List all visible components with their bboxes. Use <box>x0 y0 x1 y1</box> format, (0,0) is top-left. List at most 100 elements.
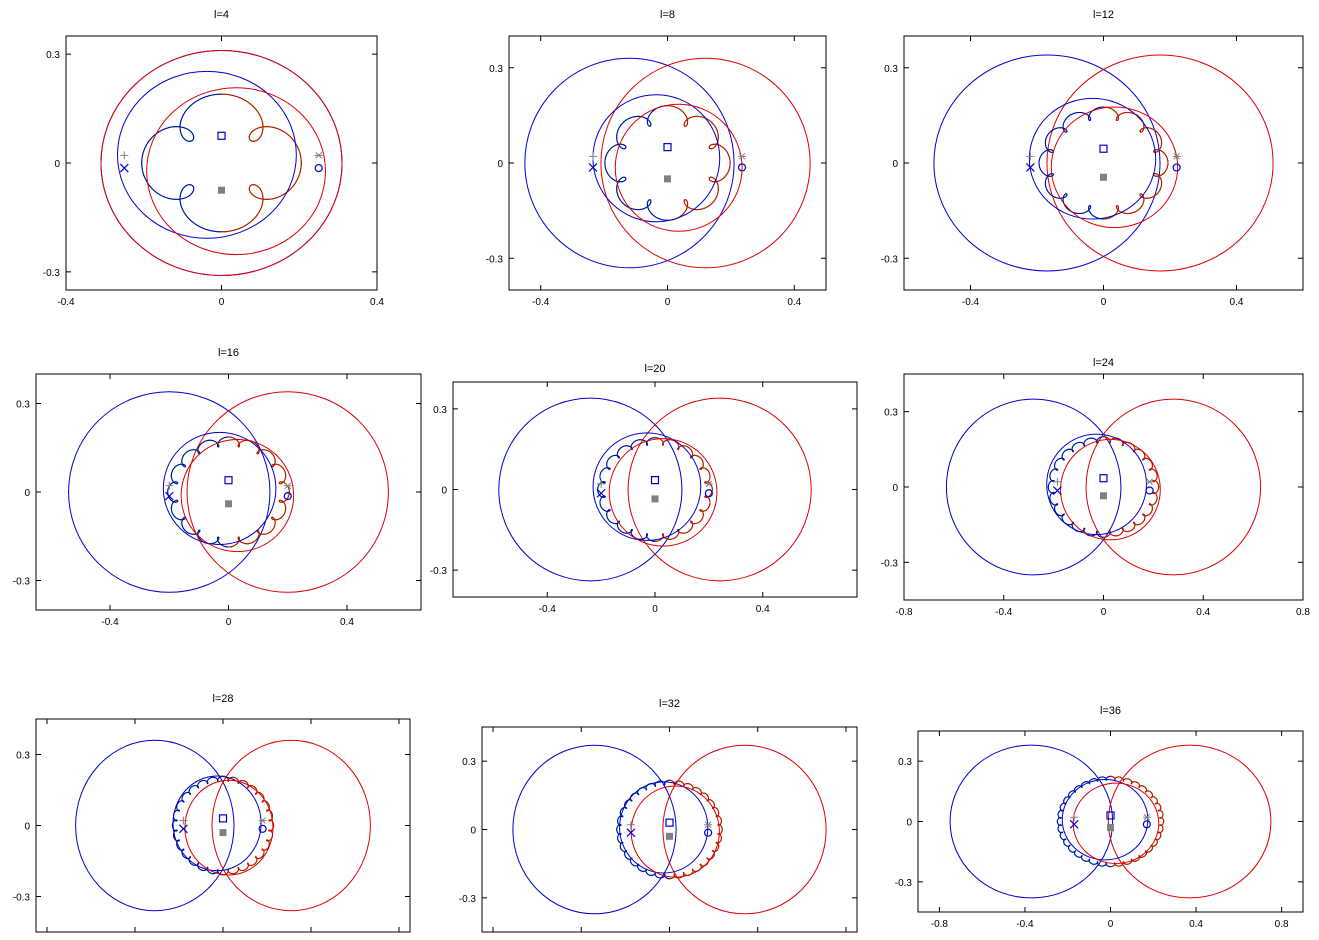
y-tick-label: 0 <box>470 826 476 837</box>
subplots: l=4-0.4 0 0.40.30-0.3l=8-0.4 0 0.40.30-0.3l=… <box>13 9 1311 940</box>
plot-frame <box>508 35 827 291</box>
y-tick-label: -0.3 <box>43 268 61 279</box>
square-marker <box>224 476 233 485</box>
red-inner-curve <box>1050 106 1179 229</box>
x-tick-label: -0.4 <box>101 617 119 628</box>
square-marker <box>1099 474 1108 483</box>
red-inner-curve <box>180 438 295 553</box>
green-loop-curve <box>171 775 275 876</box>
plot-area <box>75 739 371 912</box>
x-marker <box>1052 486 1062 495</box>
blue-inner-curve <box>1046 433 1147 536</box>
subplot-title: l=36 <box>1100 705 1121 717</box>
subplot-title: l=24 <box>1093 357 1114 369</box>
x-tick-label: -0.4 <box>1016 919 1034 930</box>
red-outer-curve <box>600 57 811 269</box>
x-marker <box>596 488 606 498</box>
x-tick-label: 0.4 <box>340 617 354 628</box>
y-tick-label: 0 <box>892 483 898 494</box>
x-tick-label: 0.4 <box>370 297 384 308</box>
red-outer-curve <box>1107 744 1272 899</box>
red-loop-curve <box>221 93 302 233</box>
blue-loop-curve <box>616 779 670 880</box>
filled-square-marker <box>1107 824 1114 832</box>
star-markers <box>597 479 713 488</box>
blue-inner-curve <box>592 94 721 223</box>
x-tick-label: 0.4 <box>787 297 801 308</box>
filled-square-marker <box>651 495 659 503</box>
plot-frame <box>917 730 1304 913</box>
plot-area <box>945 398 1262 576</box>
green-loop-curve <box>141 93 302 233</box>
star-markers <box>179 816 267 825</box>
subplot-4: l=16 -0.4 0 0.4 0.3 0 -0.3 <box>13 347 422 628</box>
plot-frame <box>481 726 858 933</box>
plot-frame <box>903 35 1304 291</box>
blue-loop-curve <box>167 436 229 548</box>
blue-outer-curve <box>512 744 677 915</box>
plot-frame <box>452 381 858 598</box>
y-tick-label: 0.3 <box>16 400 30 411</box>
y-tick-label: 0 <box>497 159 503 170</box>
green-loop-curve <box>167 436 290 548</box>
subplot-5: l=20 -0.4 0 0.4 0.3 0 -0.3 <box>430 363 858 615</box>
filled-square-marker <box>666 832 673 840</box>
x-tick-label: 0 <box>1101 297 1107 308</box>
red-loop-curve <box>669 779 723 880</box>
red-loop-curve <box>228 436 290 548</box>
circle-marker <box>314 163 323 173</box>
y-tick-label: 0.3 <box>884 408 898 419</box>
y-tick-label: 0 <box>54 159 60 170</box>
y-tick-label: 0.3 <box>16 751 30 762</box>
y-tick-label: -0.3 <box>13 577 31 588</box>
filled-square-marker <box>1100 173 1107 181</box>
subplot-1: l=4 -0.4 0 0.4 0.3 0 -0.3 <box>43 9 385 308</box>
x-tick-label: 0.4 <box>1196 607 1210 618</box>
filled-square-marker <box>225 500 232 508</box>
plot-frame <box>35 718 411 933</box>
plot-frame <box>903 373 1304 601</box>
plot-area <box>512 744 827 915</box>
y-tick-label: 0.3 <box>884 64 898 75</box>
blue-loop-curve <box>141 93 222 233</box>
red-outer-curve <box>211 739 371 912</box>
x-tick-label: -0.8 <box>895 607 913 618</box>
red-inner-curve <box>614 103 743 232</box>
green-loop-curve-2 <box>1038 106 1169 220</box>
filled-square-marker <box>218 186 225 194</box>
blue-loop-curve <box>1056 775 1111 868</box>
blue-outer-curve <box>524 57 735 269</box>
green-loop-curve-2 <box>1047 436 1160 538</box>
subplot-8: l=32-0.8-0.400.40.80.30-0.3 <box>459 698 858 940</box>
x-tick-label: 0 <box>219 297 225 308</box>
green-loop-curve <box>604 105 731 221</box>
red-inner-curve <box>1072 782 1160 865</box>
square-marker <box>218 814 228 823</box>
x-tick-label: 0.4 <box>1189 919 1203 930</box>
x-tick-label: 0.8 <box>1296 607 1310 618</box>
subplot-9: l=36 -0.8 -0.4 0 0.4 0.8 0.3 0 -0.3 <box>895 705 1304 930</box>
red-loop-curve <box>223 775 275 876</box>
y-tick-label: 0.3 <box>46 50 60 61</box>
blue-inner-curve <box>172 775 262 872</box>
y-tick-label: -0.3 <box>459 894 477 905</box>
red-inner-curve <box>1060 438 1161 541</box>
y-tick-label: 0.3 <box>433 405 447 416</box>
plot-area <box>100 50 343 276</box>
x-tick-label: 0 <box>1108 919 1114 930</box>
blue-inner-curve <box>1028 97 1157 220</box>
filled-square-marker <box>1100 492 1107 500</box>
star-markers <box>1026 152 1181 161</box>
red-inner-curve <box>630 785 720 878</box>
green-loop-curve-2 <box>167 436 290 548</box>
y-tick-label: -0.3 <box>895 878 913 889</box>
red-outer-curve <box>1085 398 1262 576</box>
square-marker <box>650 475 660 485</box>
circle-marker <box>737 163 747 172</box>
star-markers <box>1070 813 1151 822</box>
square-marker <box>663 143 672 152</box>
subplot-6: l=24 -0.8 -0.4 0 0.4 0.8 0.3 0 -0.3 <box>881 357 1311 618</box>
subplot-title: l=20 <box>644 363 665 375</box>
blue-inner-curve <box>117 70 297 239</box>
red-loop-curve <box>667 105 731 221</box>
